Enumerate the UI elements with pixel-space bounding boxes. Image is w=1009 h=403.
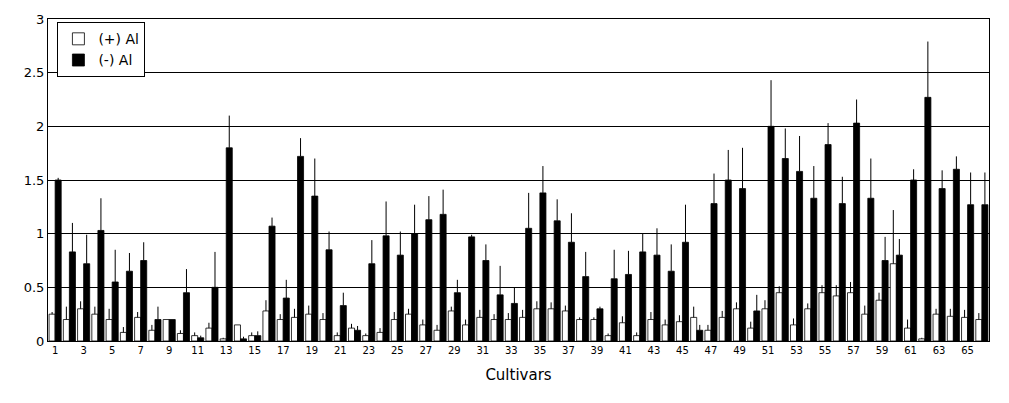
svg-text:29: 29 <box>448 345 461 356</box>
svg-text:19: 19 <box>305 345 318 356</box>
svg-text:(+) Al: (+) Al <box>98 31 139 47</box>
svg-text:39: 39 <box>591 345 604 356</box>
svg-text:55: 55 <box>819 345 832 356</box>
svg-text:2: 2 <box>36 119 44 134</box>
svg-text:5: 5 <box>109 345 115 356</box>
svg-text:17: 17 <box>277 345 290 356</box>
svg-text:9: 9 <box>166 345 172 356</box>
svg-text:51: 51 <box>762 345 775 356</box>
svg-text:47: 47 <box>705 345 718 356</box>
svg-text:23: 23 <box>362 345 375 356</box>
svg-text:1: 1 <box>36 226 44 241</box>
svg-text:(-) Al: (-) Al <box>98 52 132 68</box>
svg-text:3: 3 <box>80 345 86 356</box>
svg-text:37: 37 <box>562 345 575 356</box>
svg-text:15: 15 <box>248 345 261 356</box>
svg-text:Cultivars: Cultivars <box>485 366 551 384</box>
svg-text:3: 3 <box>36 12 44 27</box>
svg-text:1: 1 <box>52 345 58 356</box>
svg-text:61: 61 <box>904 345 917 356</box>
svg-text:45: 45 <box>676 345 689 356</box>
svg-text:63: 63 <box>933 345 946 356</box>
svg-text:35: 35 <box>534 345 547 356</box>
svg-text:43: 43 <box>648 345 661 356</box>
svg-text:59: 59 <box>876 345 889 356</box>
svg-text:41: 41 <box>619 345 632 356</box>
svg-text:57: 57 <box>847 345 860 356</box>
svg-text:0: 0 <box>36 334 44 349</box>
svg-text:27: 27 <box>419 345 432 356</box>
svg-text:11: 11 <box>191 345 204 356</box>
svg-text:33: 33 <box>505 345 518 356</box>
svg-text:21: 21 <box>334 345 347 356</box>
svg-text:2.5: 2.5 <box>24 65 45 80</box>
svg-text:1.5: 1.5 <box>24 173 45 188</box>
svg-text:53: 53 <box>790 345 803 356</box>
svg-text:13: 13 <box>220 345 233 356</box>
svg-text:25: 25 <box>391 345 404 356</box>
svg-text:49: 49 <box>733 345 746 356</box>
svg-text:65: 65 <box>961 345 974 356</box>
svg-text:7: 7 <box>137 345 143 356</box>
svg-text:31: 31 <box>476 345 489 356</box>
svg-text:0.5: 0.5 <box>24 280 45 295</box>
